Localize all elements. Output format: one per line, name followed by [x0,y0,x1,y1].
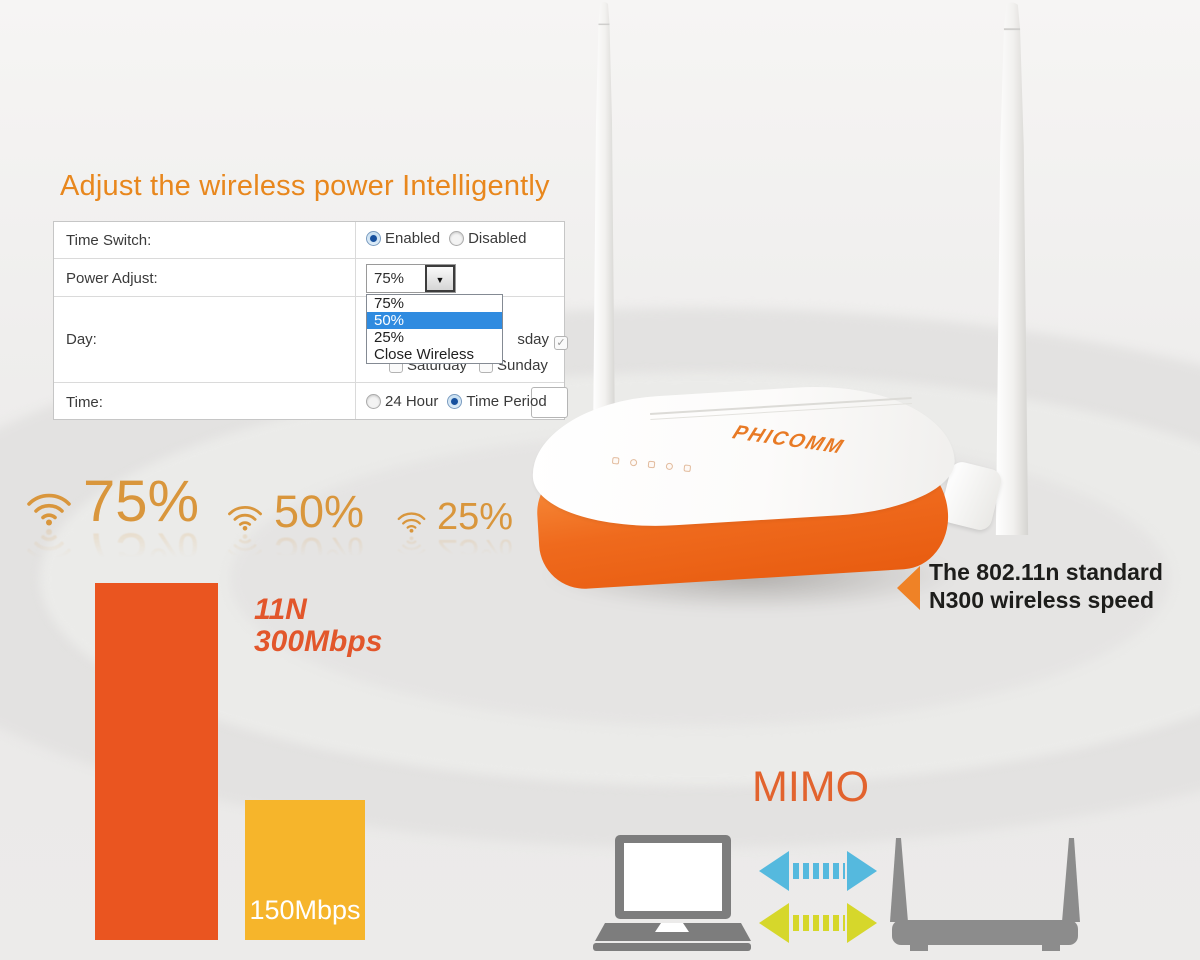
dropdown-option-close-wireless[interactable]: Close Wireless [374,346,475,363]
day-label: Day: [66,331,97,348]
checkbox-checked[interactable]: ✓ [554,336,568,350]
bar-150mbps [245,800,365,940]
callout-line-1: The 802.11n standard [929,559,1163,585]
bar-300-caption: 11N 300Mbps [254,594,382,658]
chevron-down-icon: ▼ [435,275,445,285]
time-switch-controls: Enabled Disabled [366,230,535,247]
time-label: Time: [66,394,103,411]
caption-line-2: 300Mbps [254,624,383,658]
wifi-icon [228,534,262,559]
power-level-value: 75% [83,469,200,534]
wifi-icon [228,505,262,531]
standard-callout: The 802.11n standard N300 wireless speed [929,558,1163,614]
table-row-divider [54,258,564,259]
data-flow-arrow-blue-icon [759,851,877,891]
led-icon [683,464,692,473]
mimo-heading: MIMO [752,763,870,811]
power-level-value: 50% [274,486,365,537]
bar-150-label: 150Mbps [249,895,361,925]
table-column-divider [355,222,356,419]
power-level-reflection: 75% [25,520,199,585]
time-period-input-fragment[interactable] [531,387,568,418]
table-row-divider [54,296,564,297]
section-heading: Adjust the wireless power Intelligently [60,170,550,202]
caption-line-1: 11N [254,593,307,626]
power-level-reflection: 25% [396,531,513,573]
time-switch-label: Time Switch: [66,232,152,249]
sunday-label: Sunday [497,357,548,374]
router-antenna-left-icon [593,2,615,446]
radio-time-period-label: Time Period [466,393,547,410]
wifi-icon [27,529,71,561]
weekday-text-fragment: sday [517,331,549,348]
dropdown-option-50-highlighted[interactable]: 50% [367,312,502,329]
radio-enabled[interactable] [366,231,381,246]
power-adjust-value: 75% [374,270,405,287]
wifi-icon [397,512,426,533]
dropdown-option-25[interactable]: 25% [374,329,405,346]
power-level-25: 25% 25% [396,496,514,573]
dropdown-option-75[interactable]: 75% [374,295,405,312]
power-adjust-select[interactable]: 75% ▼ [366,264,456,293]
router-antenna-right-icon [995,2,1029,535]
wifi-icon [27,493,71,526]
laptop-icon [593,835,751,951]
led-icon [611,456,620,465]
router-icon [890,838,1080,951]
settings-table: Time Switch: Enabled Disabled Power Adjus… [53,221,568,420]
radio-disabled-label: Disabled [468,230,527,247]
wifi-icon [397,536,426,557]
time-mode-controls: 24 Hour Time Period [366,393,556,410]
table-row-divider [54,382,564,383]
led-icon [665,462,674,471]
radio-time-period[interactable] [447,394,463,409]
led-icon [629,458,638,467]
callout-line-2: N300 wireless speed [929,587,1155,614]
power-level-value: 25% [437,496,514,538]
power-adjust-dropdown: 75% 50% 25% Close Wireless [366,294,503,364]
dropdown-arrow-button[interactable]: ▼ [425,265,455,292]
power-level-50: 50% 50% [226,486,365,579]
power-adjust-label: Power Adjust: [66,270,158,287]
triangle-left-icon [897,566,920,610]
power-level-75: 75% 75% [25,469,200,585]
day-weekday-fragment: sday ✓ [366,331,568,350]
led-icon [647,460,656,469]
data-flow-arrow-green-icon [759,903,877,943]
radio-24hour[interactable] [366,394,381,409]
power-level-reflection: 50% [226,528,364,579]
bar-300mbps [95,583,218,940]
radio-24hour-label: 24 Hour [385,393,439,410]
radio-disabled[interactable] [449,231,465,246]
check-icon: ✓ [556,337,566,349]
radio-enabled-label: Enabled [385,230,441,247]
